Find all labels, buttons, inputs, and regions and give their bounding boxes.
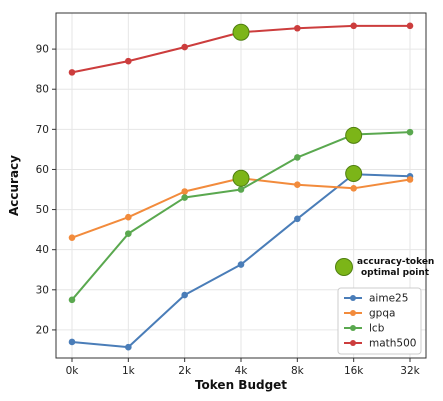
x-tick-label: 0k <box>66 365 80 377</box>
legend-label-math500: math500 <box>369 338 416 350</box>
data-point-lcb <box>125 230 132 237</box>
legend: aime25 gpqa lcb math500 <box>337 287 422 355</box>
legend-marker-gpqa <box>350 310 356 316</box>
x-tick-label: 1k <box>122 365 136 377</box>
legend-box <box>337 287 422 355</box>
data-point-math500 <box>294 24 301 32</box>
data-point-gpqa <box>350 185 357 192</box>
y-tick-label: 30 <box>36 284 49 296</box>
data-point-lcb <box>237 186 245 193</box>
data-point-math500 <box>181 43 188 51</box>
axis-ticks: 20 30 40 50 60 70 80 90 0k 1k 2k 4k 8k 16k 32k <box>36 44 421 377</box>
data-point-lcb <box>68 296 76 304</box>
annotation-label-line1: accuracy-token <box>357 257 434 267</box>
annotation-marker-icon <box>335 258 353 276</box>
y-tick-label: 80 <box>36 84 49 96</box>
optimal-point-marker <box>232 169 250 187</box>
data-point-math500 <box>406 22 414 30</box>
x-tick-label: 4k <box>235 365 249 377</box>
data-point-gpqa <box>181 188 188 195</box>
data-point-math500 <box>350 22 357 30</box>
annotation-label-line2: optimal point <box>361 268 430 278</box>
data-point-aime25 <box>294 215 301 223</box>
x-axis-title: Token Budget <box>195 378 287 392</box>
optimal-point-marker <box>345 126 363 144</box>
x-tick-label: 2k <box>178 365 192 377</box>
optimal-points <box>232 23 363 187</box>
data-point-lcb <box>294 154 301 161</box>
y-axis-title: Accuracy <box>7 155 21 216</box>
y-tick-label: 70 <box>36 124 49 136</box>
legend-label-aime25: aime25 <box>369 293 408 305</box>
x-tick-label: 8k <box>291 365 305 377</box>
data-point-aime25 <box>181 291 188 299</box>
x-tick-label: 16k <box>344 365 364 377</box>
y-tick-label: 20 <box>36 324 49 336</box>
data-point-gpqa <box>294 181 301 188</box>
data-point-math500 <box>125 57 132 65</box>
data-point-aime25 <box>125 343 132 351</box>
legend-marker-aime25 <box>350 295 356 301</box>
data-point-gpqa <box>125 213 132 221</box>
optimal-point-marker <box>345 164 363 182</box>
y-tick-label: 50 <box>36 204 49 216</box>
data-point-aime25 <box>68 338 76 346</box>
y-tick-label: 90 <box>36 44 49 56</box>
y-tick-label: 40 <box>36 244 49 256</box>
data-point-aime25 <box>237 261 245 268</box>
x-tick-label: 32k <box>400 365 420 377</box>
annotation: accuracy-token optimal point <box>335 257 434 278</box>
legend-items: aime25 gpqa lcb math500 <box>344 293 416 350</box>
legend-marker-math500 <box>350 340 356 346</box>
optimal-point-marker <box>232 23 250 41</box>
legend-label-gpqa: gpqa <box>369 308 395 320</box>
data-point-gpqa <box>68 234 76 241</box>
data-point-lcb <box>406 128 414 136</box>
data-point-lcb <box>181 194 188 201</box>
legend-marker-lcb <box>350 325 356 331</box>
legend-label-lcb: lcb <box>369 323 385 335</box>
data-point-math500 <box>68 69 76 76</box>
y-tick-label: 60 <box>36 164 49 176</box>
data-point-gpqa <box>406 176 414 183</box>
